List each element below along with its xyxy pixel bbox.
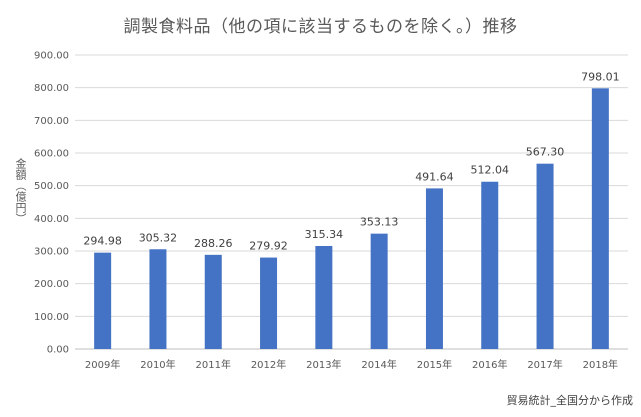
x-tick-label: 2016年 (472, 358, 507, 371)
data-label: 279.92 (249, 240, 288, 253)
y-tick-label: 900.00 (34, 51, 69, 62)
data-label: 567.30 (526, 146, 565, 159)
bar (260, 257, 278, 349)
bar (204, 254, 222, 349)
y-tick-label: 700.00 (34, 116, 69, 127)
y-tick-label: 300.00 (34, 247, 69, 258)
x-tick-label: 2017年 (527, 358, 562, 371)
bar (481, 181, 499, 349)
y-tick-label: 400.00 (34, 214, 69, 225)
x-tick-label: 2011年 (196, 358, 231, 371)
x-tick-label: 2014年 (361, 358, 396, 371)
y-tick-label: 800.00 (34, 83, 69, 94)
bar (94, 252, 112, 349)
bar (149, 249, 167, 349)
bar (536, 163, 554, 349)
data-label: 315.34 (305, 228, 344, 241)
source-note: 貿易統計_全国分から作成 (506, 394, 634, 407)
y-tick-label: 600.00 (34, 149, 69, 160)
data-label: 353.13 (360, 216, 399, 229)
x-tick-label: 2018年 (583, 358, 618, 371)
data-label: 491.64 (415, 170, 454, 183)
data-label: 305.32 (139, 231, 178, 244)
x-tick-label: 2013年 (306, 358, 341, 371)
data-label: 294.98 (83, 235, 122, 248)
chart-title: 調製食料品（他の項に該当するものを除く。）推移 (123, 17, 518, 37)
x-tick-label: 2012年 (251, 358, 286, 371)
x-tick-label: 2010年 (140, 358, 175, 371)
y-axis-label: 金額（億円） (14, 158, 27, 224)
x-tick-label: 2015年 (417, 358, 452, 371)
data-label: 288.26 (194, 237, 233, 250)
x-tick-label: 2009年 (85, 358, 120, 371)
y-tick-label: 500.00 (34, 181, 69, 192)
bar (591, 88, 609, 349)
y-tick-label: 200.00 (34, 279, 69, 290)
y-tick-label: 100.00 (34, 312, 69, 323)
bar (370, 233, 388, 349)
data-label: 512.04 (471, 164, 510, 177)
bar (425, 188, 443, 349)
y-tick-label: 0.00 (47, 345, 69, 356)
data-label: 798.01 (581, 70, 620, 83)
bar (315, 245, 333, 349)
